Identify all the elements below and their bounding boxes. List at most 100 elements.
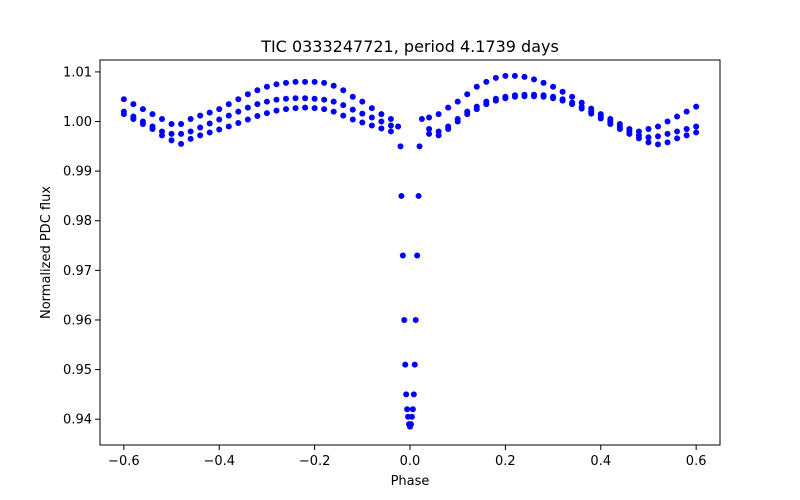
x-tick-label: 0.0 <box>400 454 421 469</box>
data-point <box>412 316 419 323</box>
x-tick-label: 0.2 <box>495 454 516 469</box>
data-point <box>330 82 337 89</box>
data-point <box>378 125 385 132</box>
data-point <box>409 406 416 413</box>
data-point <box>395 123 402 130</box>
data-point <box>273 81 280 88</box>
data-point <box>531 76 537 83</box>
data-point <box>416 143 423 150</box>
data-point <box>283 106 289 113</box>
data-point <box>302 95 309 102</box>
data-point <box>607 121 614 127</box>
data-point <box>483 101 490 108</box>
data-point <box>263 110 270 117</box>
data-point <box>254 101 261 108</box>
data-point <box>178 130 185 137</box>
data-point <box>349 93 356 100</box>
plot-background <box>100 60 720 445</box>
data-point <box>378 111 385 118</box>
data-point <box>502 72 509 79</box>
data-point <box>159 132 165 139</box>
data-point <box>483 78 490 85</box>
data-point <box>387 116 394 123</box>
data-point <box>197 124 204 131</box>
data-point <box>359 119 366 126</box>
data-point <box>693 103 700 110</box>
data-point <box>283 79 289 86</box>
data-point <box>418 116 425 123</box>
data-point <box>540 79 547 86</box>
x-axis-label: Phase <box>391 474 430 489</box>
data-point <box>206 120 213 127</box>
data-point <box>588 110 595 117</box>
data-point <box>235 108 242 115</box>
data-point <box>655 133 661 140</box>
data-point <box>410 391 417 398</box>
y-tick-label: 1.00 <box>63 115 92 130</box>
data-point <box>368 114 375 121</box>
data-point <box>206 109 213 116</box>
data-point <box>168 137 175 144</box>
data-point <box>645 139 652 146</box>
data-point <box>273 96 280 103</box>
data-point <box>399 252 406 259</box>
data-point <box>435 111 442 118</box>
data-point <box>454 118 461 125</box>
x-tick-label: −0.4 <box>203 454 235 469</box>
x-axis-ticks: −0.6 −0.4 −0.2 0.0 0.2 0.4 0.6 <box>108 445 706 469</box>
data-point <box>321 79 328 86</box>
data-point <box>559 97 566 104</box>
data-point <box>398 192 405 199</box>
data-point <box>178 140 185 147</box>
data-point <box>426 130 433 137</box>
y-tick-label: 0.95 <box>63 363 92 378</box>
data-point <box>244 116 251 123</box>
data-point <box>178 121 185 127</box>
data-point <box>664 130 671 137</box>
x-tick-label: −0.2 <box>299 454 331 469</box>
y-tick-label: 0.99 <box>63 165 92 180</box>
data-point <box>464 111 471 118</box>
data-point <box>511 72 518 79</box>
y-tick-label: 0.96 <box>63 313 92 328</box>
data-point <box>330 98 337 105</box>
data-point <box>149 125 156 132</box>
data-point <box>645 125 652 132</box>
data-point <box>411 361 418 368</box>
data-point <box>445 104 452 111</box>
data-point <box>225 112 232 119</box>
data-point <box>244 91 251 98</box>
data-point <box>473 106 480 113</box>
data-point <box>225 101 232 108</box>
data-point <box>120 111 127 118</box>
data-point <box>168 130 175 137</box>
data-point <box>674 113 681 120</box>
data-point <box>378 118 385 125</box>
data-point <box>597 115 604 122</box>
data-point <box>635 135 642 142</box>
data-point <box>187 128 194 135</box>
data-point <box>302 104 309 111</box>
data-point <box>311 78 318 85</box>
data-point <box>664 118 671 125</box>
data-point <box>445 125 452 132</box>
data-point <box>655 123 661 130</box>
y-axis-ticks: 0.94 0.95 0.96 0.97 0.98 0.99 1.00 1.01 <box>63 65 100 428</box>
data-point <box>216 116 223 123</box>
data-point <box>206 129 213 136</box>
data-point <box>435 132 442 139</box>
data-point <box>492 74 499 81</box>
data-point <box>578 105 585 112</box>
data-point <box>426 114 433 121</box>
data-point <box>550 95 557 102</box>
data-point <box>292 78 299 85</box>
data-point <box>197 132 204 139</box>
data-point <box>349 116 356 123</box>
data-point <box>645 134 652 141</box>
y-tick-label: 0.98 <box>63 214 92 229</box>
data-point <box>254 87 261 94</box>
x-tick-label: 0.6 <box>686 454 707 469</box>
data-point <box>321 106 328 113</box>
data-point <box>244 104 251 111</box>
